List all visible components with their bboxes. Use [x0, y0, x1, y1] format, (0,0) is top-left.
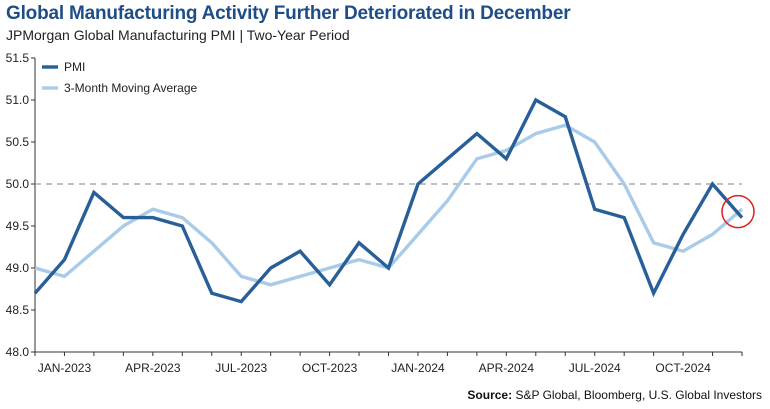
- x-tick-label: JUL-2024: [569, 361, 621, 375]
- x-tick-label: APR-2023: [125, 361, 181, 375]
- y-tick-label: 49.5: [6, 219, 30, 233]
- series-lines: [33, 97, 744, 304]
- y-tick-label: 50.0: [6, 177, 30, 191]
- y-tick-label: 51.5: [6, 51, 30, 65]
- pmi-line: [33, 97, 744, 304]
- y-tick-label: 48.0: [6, 345, 30, 359]
- x-tick-label: JAN-2024: [391, 361, 445, 375]
- y-tick-label: 48.5: [6, 303, 30, 317]
- x-tick-label: JAN-2023: [38, 361, 92, 375]
- source-note: Source: S&P Global, Bloomberg, U.S. Glob…: [467, 388, 762, 402]
- chart-subtitle: JPMorgan Global Manufacturing PMI | Two-…: [6, 27, 350, 43]
- x-tick-label: OCT-2024: [655, 361, 711, 375]
- x-tick-label: APR-2024: [479, 361, 535, 375]
- chart-marks: [721, 194, 755, 229]
- chart-axes: 51.5 51.0 50.5 50.0 49.5 49.0 48.5 48.0 JAN-2023…: [6, 51, 743, 375]
- source-text: S&P Global, Bloomberg, U.S. Global Inves…: [515, 388, 762, 402]
- y-tick-label: 51.0: [6, 93, 30, 107]
- y-tick-label: 50.5: [6, 135, 30, 149]
- chart-legend: PMI 3-Month Moving Average: [42, 60, 198, 95]
- legend-label-pmi: PMI: [64, 60, 85, 74]
- x-tick-label: JUL-2023: [215, 361, 267, 375]
- y-tick-label: 49.0: [6, 261, 30, 275]
- chart-title: Global Manufacturing Activity Further De…: [6, 3, 571, 24]
- moving-average-line: [34, 123, 744, 287]
- legend-label-moving-average: 3-Month Moving Average: [64, 81, 198, 95]
- source-label: Source:: [467, 388, 513, 402]
- x-tick-label: OCT-2023: [302, 361, 358, 375]
- highlight-circle: [721, 194, 755, 229]
